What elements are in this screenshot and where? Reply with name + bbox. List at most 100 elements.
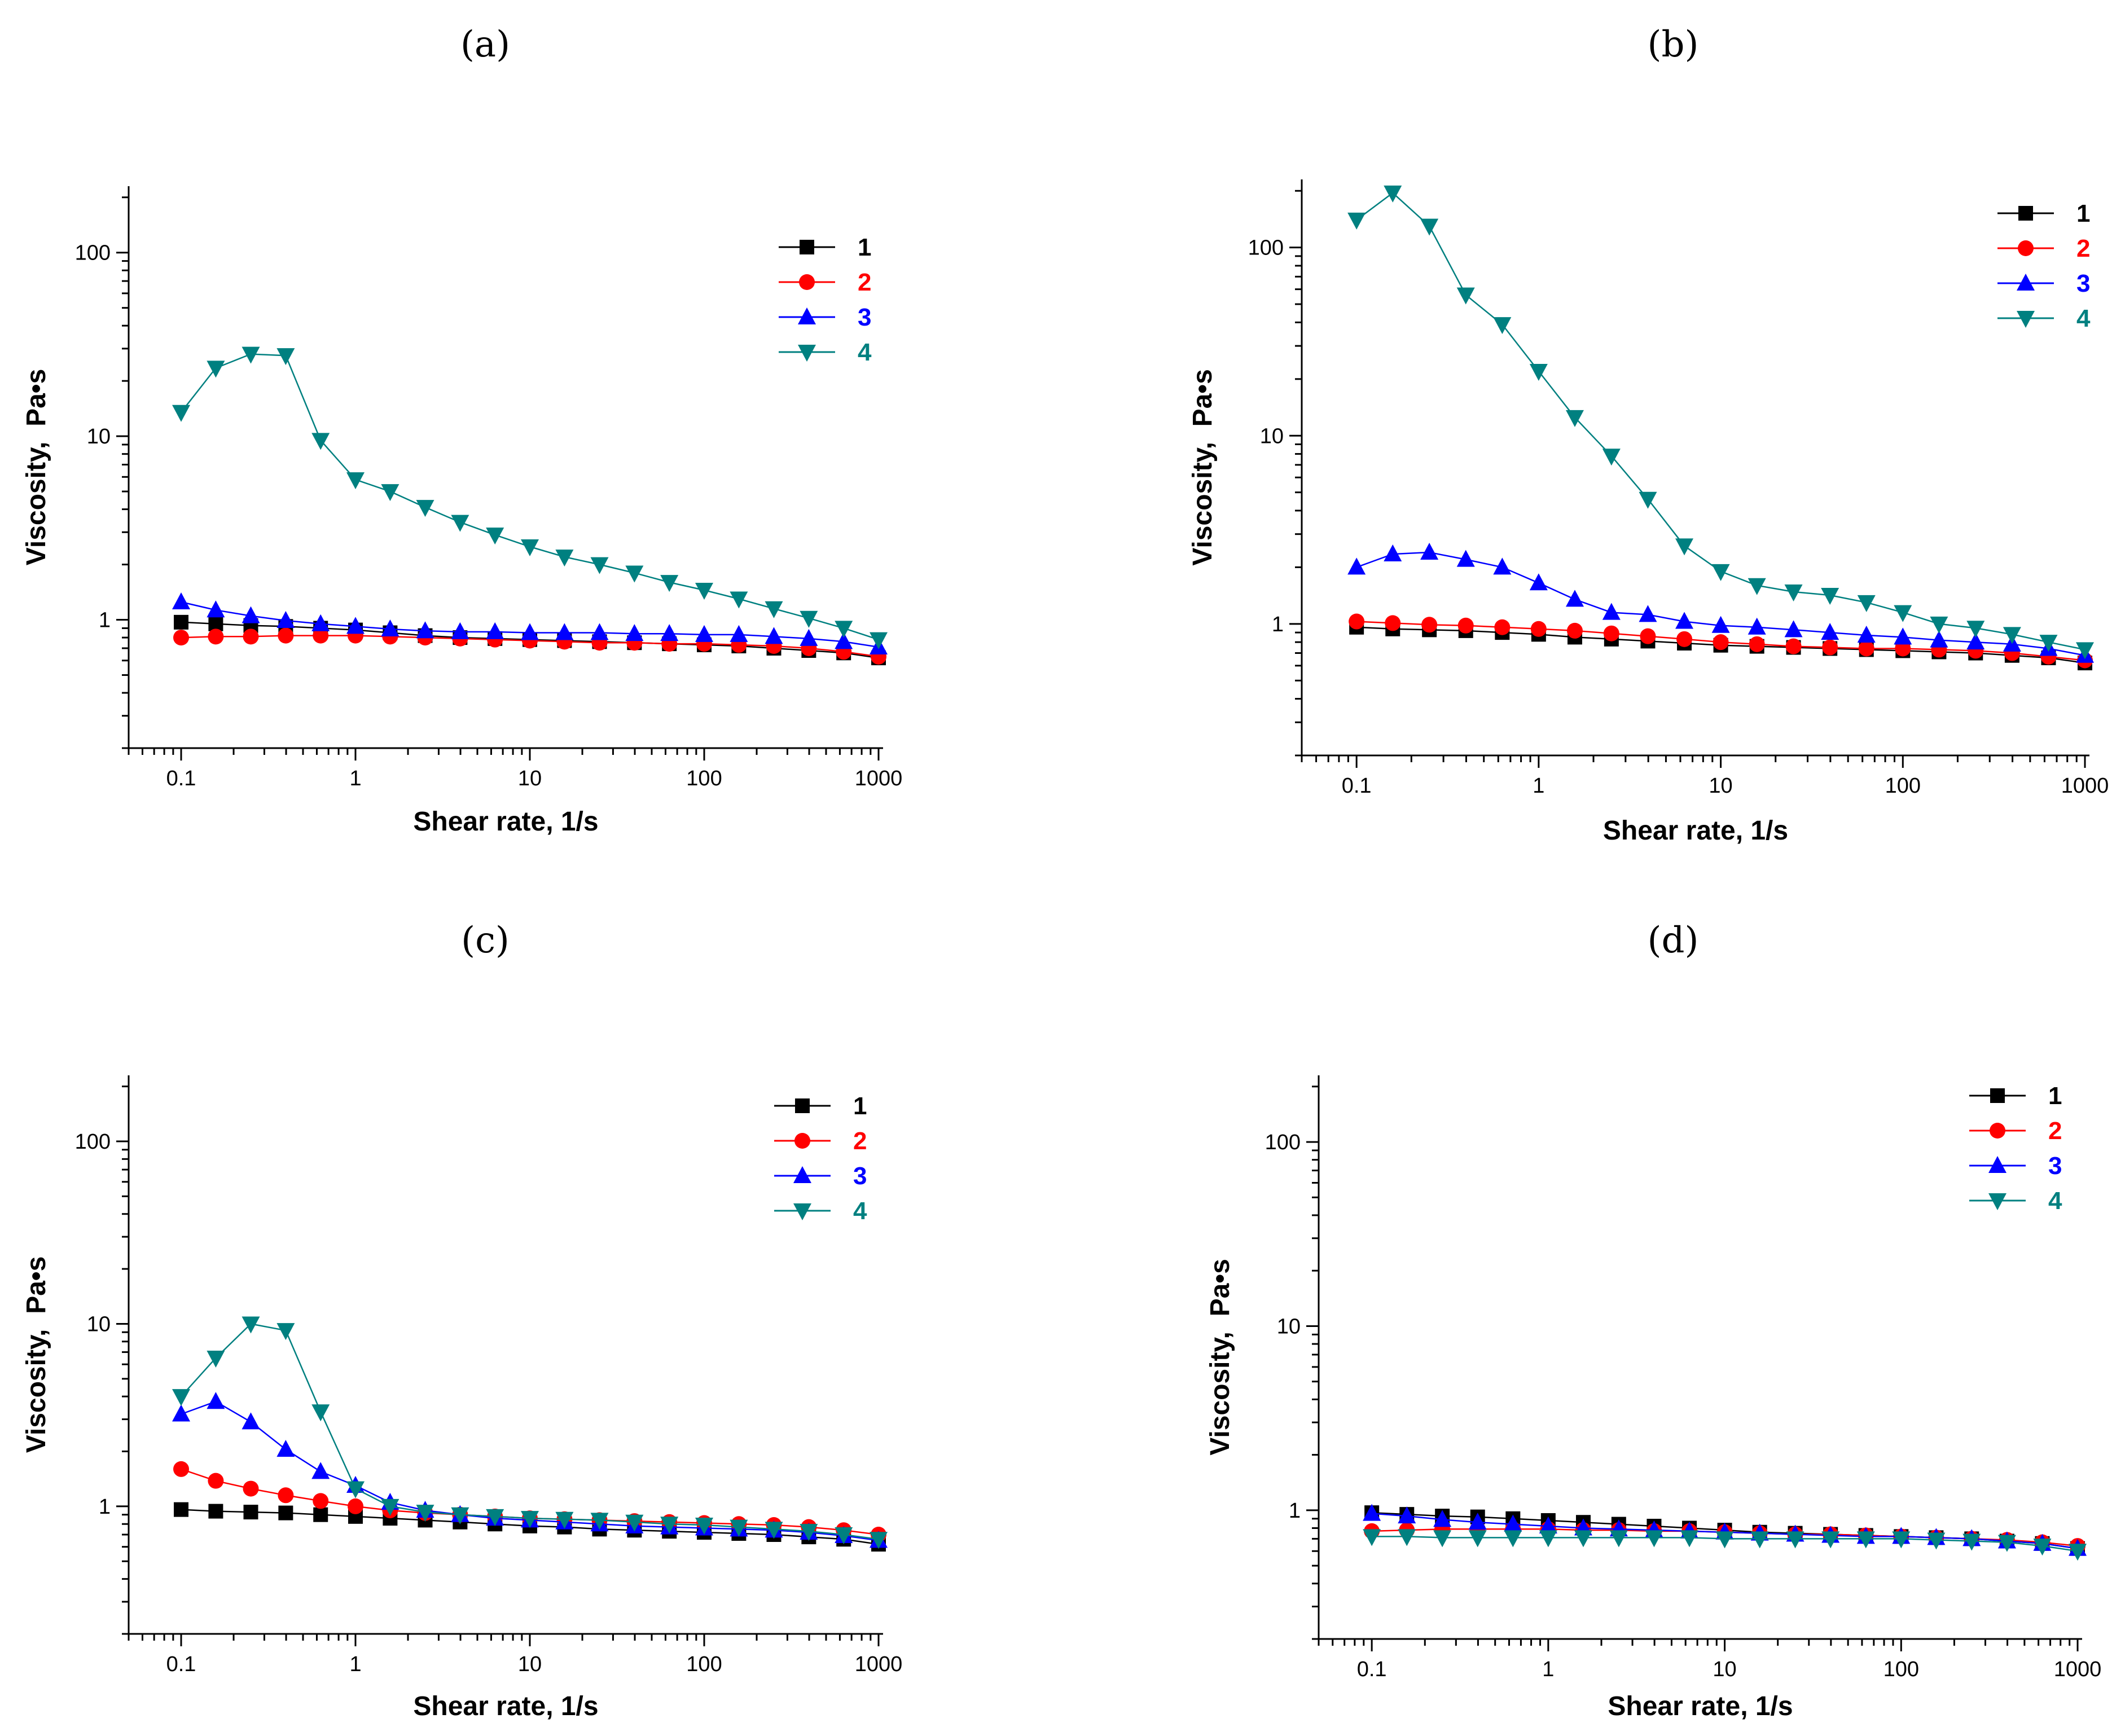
legend-item-4: 4 xyxy=(1969,1187,2062,1215)
chart-panel-a: (a) 0.1 1 10 100 1000 1 10 100 Shear rate, 1/s Vis… xyxy=(21,24,902,837)
series-3 xyxy=(172,592,888,654)
data-point xyxy=(521,1511,539,1528)
data-point xyxy=(1602,449,1621,466)
data-point xyxy=(276,1323,295,1341)
data-point xyxy=(173,1461,190,1477)
legend-label: 4 xyxy=(2076,305,2091,332)
data-point xyxy=(1713,634,1729,651)
data-point xyxy=(1857,626,1876,643)
data-point xyxy=(278,627,294,644)
data-point xyxy=(416,621,434,639)
data-point xyxy=(1349,613,1365,630)
data-point xyxy=(1456,287,1475,305)
data-point xyxy=(311,433,330,450)
data-point xyxy=(695,583,714,600)
legend-label: 3 xyxy=(2048,1152,2062,1180)
data-point xyxy=(1504,1530,1522,1548)
legend-marker xyxy=(798,307,816,324)
data-point xyxy=(311,614,330,631)
data-point xyxy=(243,1505,258,1520)
data-point xyxy=(1675,538,1694,556)
data-point xyxy=(1822,639,1838,656)
data-point xyxy=(1420,543,1439,560)
data-point xyxy=(555,550,574,567)
data-point xyxy=(1857,595,1876,612)
data-point xyxy=(207,600,225,618)
data-point xyxy=(174,1502,189,1517)
legend-label: 2 xyxy=(2076,235,2090,262)
y-axis-title: Viscosity, Pa•s xyxy=(21,1256,51,1453)
legend-item-1: 1 xyxy=(1997,200,2090,227)
y-tick-label: 10 xyxy=(1260,424,1284,448)
data-point xyxy=(1456,550,1475,567)
data-point xyxy=(1493,317,1512,335)
data-point xyxy=(311,1404,330,1422)
data-point xyxy=(346,617,365,634)
legend-marker xyxy=(799,274,815,290)
data-point xyxy=(1468,1513,1487,1530)
legend-label: 2 xyxy=(2048,1117,2062,1145)
x-tick-label: 1 xyxy=(349,1653,361,1676)
data-point xyxy=(346,472,365,490)
x-tick-label: 0.1 xyxy=(166,1653,196,1676)
data-point xyxy=(1894,627,1912,645)
data-point xyxy=(1821,1531,1840,1549)
data-point xyxy=(1962,1533,1981,1551)
data-point xyxy=(1530,621,1547,637)
legend-marker xyxy=(793,1166,811,1183)
data-point xyxy=(1457,617,1474,634)
data-point xyxy=(1639,605,1657,622)
data-point xyxy=(2076,642,2094,660)
legend-label: 3 xyxy=(2076,270,2090,297)
data-point xyxy=(1748,578,1766,595)
x-tick-label: 1000 xyxy=(855,767,903,790)
data-point xyxy=(2003,627,2021,644)
data-point xyxy=(486,622,504,639)
x-tick-label: 1 xyxy=(1533,774,1544,798)
data-point xyxy=(451,515,469,532)
data-point xyxy=(555,623,574,640)
legend-item-3: 3 xyxy=(779,304,871,331)
legend-label: 4 xyxy=(2048,1187,2062,1215)
legend-label: 1 xyxy=(853,1092,867,1120)
data-point xyxy=(590,623,609,640)
data-point xyxy=(1539,1516,1557,1533)
y-tick-label: 100 xyxy=(75,1130,111,1154)
x-tick-label: 1000 xyxy=(2061,774,2109,798)
y-axis-title: Viscosity, Pa•s xyxy=(1205,1259,1235,1456)
data-point xyxy=(1997,1535,2016,1552)
data-point xyxy=(1858,640,1874,657)
y-tick-label: 100 xyxy=(1248,236,1284,260)
data-point xyxy=(242,346,260,364)
series-4 xyxy=(172,1316,888,1549)
legend-marker xyxy=(2017,274,2035,291)
data-point xyxy=(1930,630,1948,648)
x-tick-label: 100 xyxy=(686,767,722,790)
data-point xyxy=(1785,638,1802,654)
legend-label: 3 xyxy=(858,304,871,331)
x-tick-label: 100 xyxy=(1885,774,1921,798)
x-tick-label: 0.1 xyxy=(166,767,196,790)
y-tick-label: 10 xyxy=(87,1312,111,1336)
x-tick-label: 0.1 xyxy=(1342,774,1372,798)
data-point xyxy=(208,1473,224,1489)
y-axis-title: Viscosity, Pa•s xyxy=(1188,369,1218,566)
data-point xyxy=(1398,1529,1416,1546)
data-point xyxy=(172,592,191,610)
data-point xyxy=(1966,632,1985,650)
panel-label: (a) xyxy=(460,24,510,65)
data-point xyxy=(835,621,853,638)
legend-item-4: 4 xyxy=(779,339,872,366)
data-point xyxy=(590,557,609,574)
data-point xyxy=(1398,1506,1416,1524)
data-point xyxy=(276,610,295,628)
x-axis-title: Shear rate, 1/s xyxy=(1608,1691,1793,1721)
legend-item-1: 1 xyxy=(779,234,871,261)
data-point xyxy=(1504,1514,1522,1532)
legend-item-2: 2 xyxy=(779,269,871,296)
x-tick-label: 1 xyxy=(349,767,361,790)
data-point xyxy=(207,1392,225,1409)
data-point xyxy=(1711,564,1730,581)
data-point xyxy=(207,1350,225,1368)
data-point xyxy=(1347,557,1366,575)
